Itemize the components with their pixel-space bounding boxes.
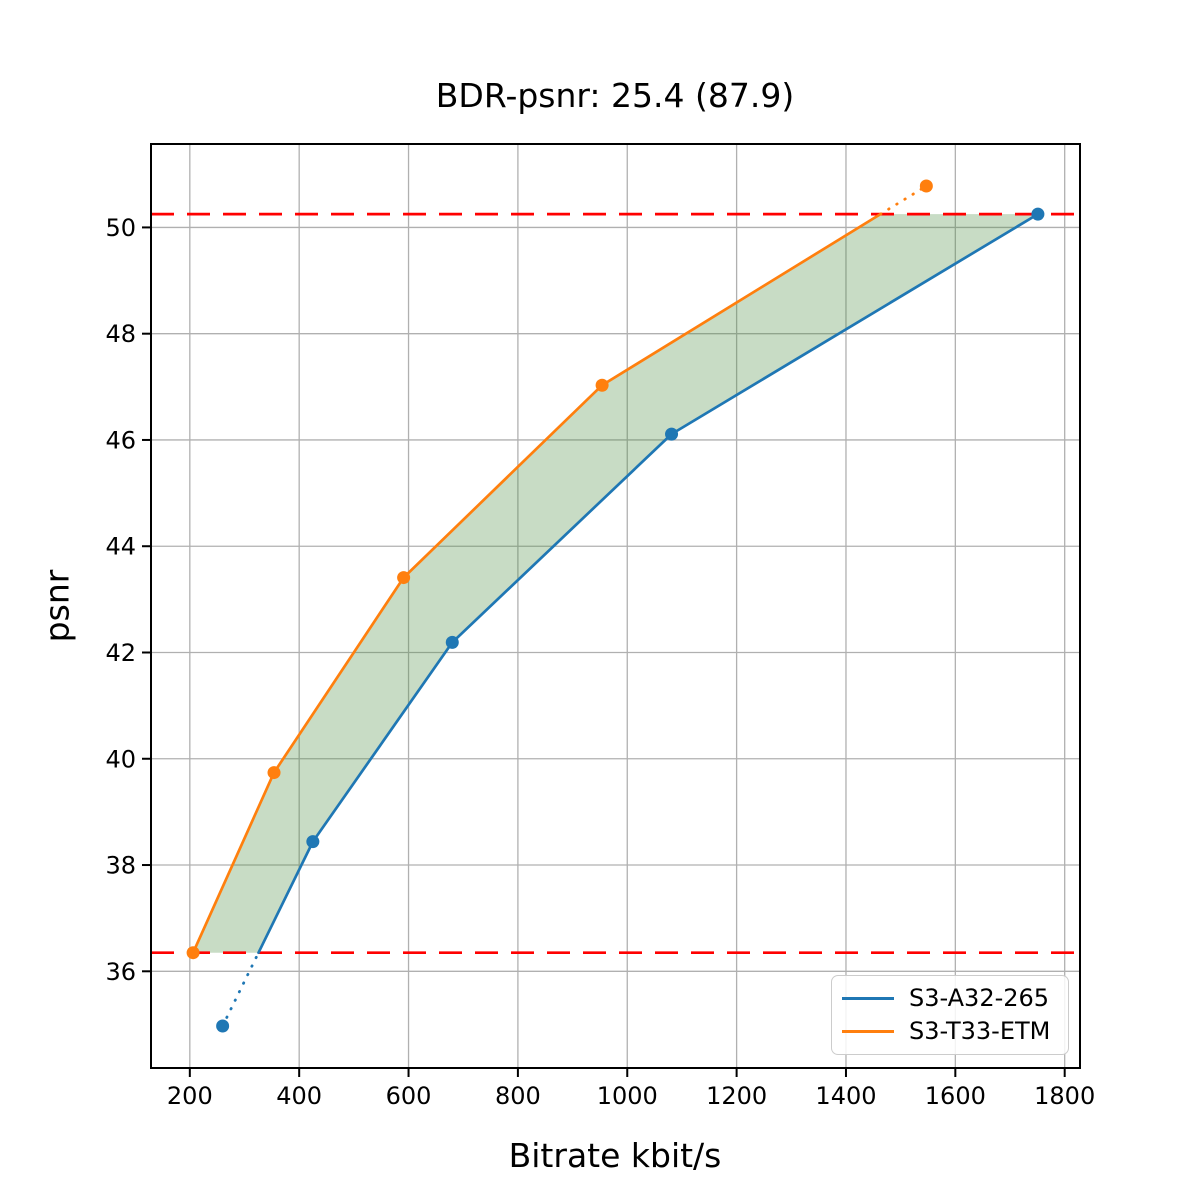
y-tick-label: 38 [105,852,136,880]
legend-entry: S3-A32-265 [842,984,1068,1013]
x-tick-label: 1400 [815,1082,876,1110]
data-point-S3-A32-265 [306,835,320,849]
x-tick-label: 200 [167,1082,213,1110]
shaded-region [193,214,1038,953]
plot-frame [150,143,1081,1069]
x-tick-label: 1000 [597,1082,658,1110]
x-tick-label: 1200 [706,1082,767,1110]
legend-entry: S3-T33-ETM [842,1017,1068,1046]
data-point-S3-A32-265 [1031,207,1045,221]
data-point-S3-T33-ETM [595,378,609,392]
y-tick-label: 48 [105,320,136,348]
y-tick-label: 50 [105,214,136,242]
x-tick-label: 600 [386,1082,432,1110]
x-tick-label: 1800 [1034,1082,1095,1110]
legend-label-0: S3-A32-265 [909,984,1050,1013]
chart-title: BDR-psnr: 25.4 (87.9) [435,76,795,115]
data-point-S3-T33-ETM [267,766,281,780]
series-dotted-segment-S3-A32-265 [221,951,260,1028]
data-point-S3-A32-265 [445,635,459,649]
data-point-S3-A32-265 [216,1019,230,1033]
y-tick-label: 36 [105,958,136,986]
x-tick-label: 1600 [925,1082,986,1110]
legend: S3-A32-265 S3-T33-ETM [831,975,1069,1055]
y-tick-label: 40 [105,745,136,773]
x-tick-label: 800 [495,1082,541,1110]
series-line-S3-A32-265 [257,212,1040,955]
y-tick-label: 42 [105,639,136,667]
legend-label-1: S3-T33-ETM [909,1017,1051,1046]
y-tick-label: 46 [105,426,136,454]
x-axis-label: Bitrate kbit/s [508,1136,722,1175]
legend-line-sample-1 [842,1029,894,1033]
y-tick-label: 44 [105,533,136,561]
x-tick-label: 400 [276,1082,322,1110]
data-point-S3-T33-ETM [919,179,933,193]
legend-line-sample-0 [842,997,894,1001]
data-point-S3-T33-ETM [397,571,411,585]
data-point-S3-A32-265 [665,427,679,441]
series-dotted-segment-S3-T33-ETM [879,184,928,216]
data-point-S3-T33-ETM [186,946,200,960]
y-axis-label: psnr [37,569,77,643]
